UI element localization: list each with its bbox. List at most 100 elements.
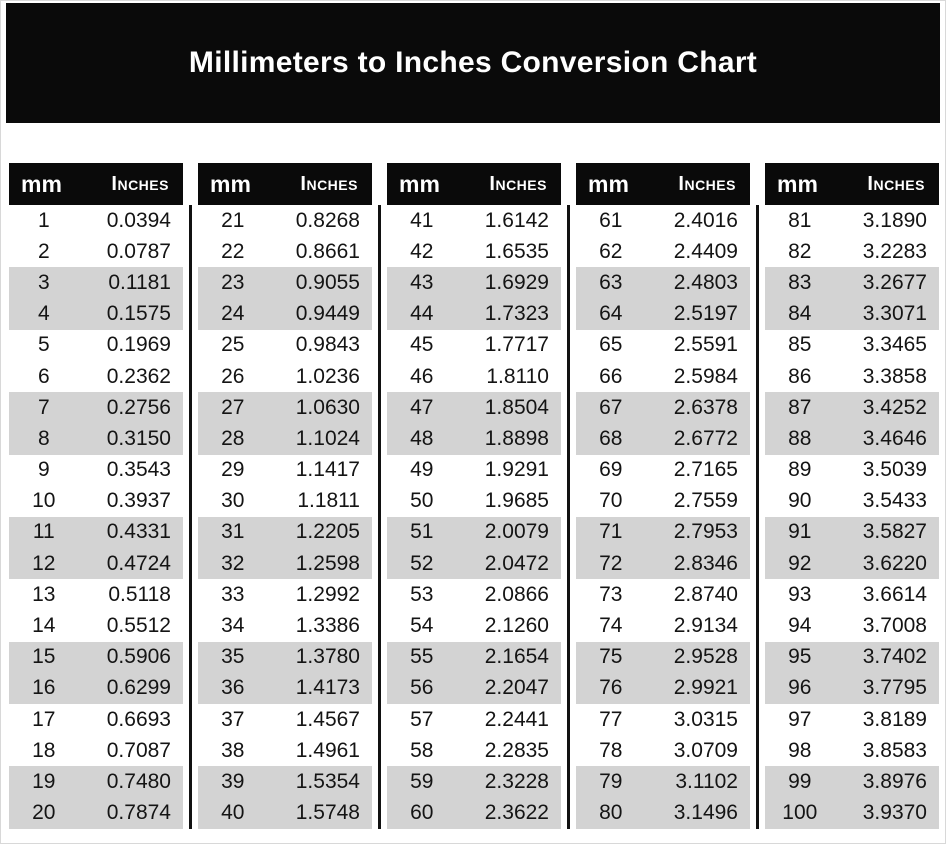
cell-inches: 2.2835	[484, 738, 549, 762]
cell-inches: 1.8110	[486, 364, 549, 388]
cell-mm: 50	[410, 489, 434, 513]
header-inches: Inches	[300, 173, 358, 195]
table-divider	[756, 205, 759, 829]
table-row: 65 2.5591	[576, 330, 750, 361]
cell-mm: 53	[410, 582, 434, 606]
table-row: 19 0.7480	[9, 766, 183, 798]
table-row: 15 0.5906	[9, 641, 183, 673]
table-header: mm Inches	[9, 163, 183, 205]
table-row: 16 0.6299	[9, 672, 183, 704]
cell-mm: 52	[410, 551, 434, 575]
cell-mm: 85	[788, 333, 812, 357]
cell-mm: 14	[32, 614, 56, 638]
cell-mm: 46	[410, 364, 434, 388]
table-row: 25 0.9843	[198, 330, 372, 361]
table-row: 34 1.3386	[198, 610, 372, 641]
cell-inches: 3.8583	[862, 738, 927, 762]
conversion-table-4: mm Inches 61 2.4016 62 2.4409 63 2.4803 …	[576, 163, 750, 829]
cell-mm: 10	[32, 489, 56, 513]
cell-inches: 2.5984	[673, 364, 738, 388]
table-row: 78 3.0709	[576, 735, 750, 766]
cell-inches: 0.1969	[106, 333, 171, 357]
table-row: 70 2.7559	[576, 486, 750, 517]
cell-inches: 0.1181	[108, 270, 171, 294]
table-header: mm Inches	[765, 163, 939, 205]
cell-inches: 1.3780	[295, 645, 360, 669]
cell-mm: 31	[221, 520, 245, 544]
table-row: 97 3.8189	[765, 704, 939, 735]
table-row: 91 3.5827	[765, 516, 939, 549]
cell-inches: 1.1811	[297, 489, 360, 513]
table-row: 79 3.1102	[576, 766, 750, 798]
cell-mm: 92	[788, 551, 812, 575]
cell-inches: 0.9449	[295, 302, 360, 326]
table-row: 71 2.7953	[576, 516, 750, 549]
table-row: 1 0.0394	[9, 205, 183, 236]
cell-mm: 86	[788, 364, 812, 388]
header-mm: mm	[777, 170, 818, 197]
cell-mm: 16	[32, 676, 56, 700]
cell-mm: 93	[788, 582, 812, 606]
table-row: 7 0.2756	[9, 392, 183, 424]
table-row: 39 1.5354	[198, 766, 372, 798]
table-row: 66 2.5984	[576, 361, 750, 392]
cell-mm: 88	[788, 426, 812, 450]
table-row: 8 0.3150	[9, 423, 183, 455]
cell-inches: 1.9291	[484, 458, 549, 482]
cell-inches: 0.5118	[108, 582, 171, 606]
header-inches: Inches	[111, 173, 169, 195]
cell-inches: 1.7323	[484, 302, 549, 326]
cell-mm: 6	[37, 364, 50, 388]
cell-inches: 3.3858	[862, 364, 927, 388]
table-row: 50 1.9685	[387, 486, 561, 517]
table-row: 52 2.0472	[387, 548, 561, 580]
cell-mm: 96	[788, 676, 812, 700]
cell-inches: 1.2205	[295, 520, 360, 544]
cell-inches: 2.5591	[673, 333, 738, 357]
table-row: 76 2.9921	[576, 672, 750, 704]
cell-inches: 3.1496	[673, 801, 738, 825]
cell-inches: 1.6929	[484, 270, 549, 294]
cell-mm: 39	[221, 769, 245, 793]
cell-mm: 4	[37, 302, 50, 326]
cell-inches: 2.0079	[484, 520, 549, 544]
cell-mm: 36	[221, 676, 245, 700]
cell-mm: 34	[221, 614, 245, 638]
table-row: 72 2.8346	[576, 548, 750, 580]
table-row: 87 3.4252	[765, 392, 939, 424]
table-row: 38 1.4961	[198, 735, 372, 766]
cell-mm: 30	[221, 489, 245, 513]
cell-inches: 2.5197	[673, 302, 738, 326]
table-row: 49 1.9291	[387, 455, 561, 486]
cell-inches: 3.6220	[862, 551, 927, 575]
cell-mm: 41	[410, 208, 434, 232]
cell-mm: 54	[410, 614, 434, 638]
cell-mm: 75	[599, 645, 623, 669]
cell-mm: 5	[37, 333, 50, 357]
table-row: 48 1.8898	[387, 423, 561, 455]
table-row: 10 0.3937	[9, 486, 183, 517]
table-row: 40 1.5748	[198, 797, 372, 829]
cell-mm: 60	[410, 801, 434, 825]
cell-inches: 1.4567	[295, 707, 360, 731]
table-row: 100 3.9370	[765, 797, 939, 829]
cell-inches: 2.7165	[673, 458, 738, 482]
cell-mm: 69	[599, 458, 623, 482]
page-title: Millimeters to Inches Conversion Chart	[188, 46, 758, 79]
cell-mm: 63	[599, 270, 623, 294]
cell-mm: 57	[410, 707, 434, 731]
cell-inches: 2.8740	[673, 582, 738, 606]
cell-mm: 19	[32, 769, 56, 793]
cell-inches: 3.7008	[862, 614, 927, 638]
table-row: 5 0.1969	[9, 330, 183, 361]
cell-mm: 84	[788, 302, 812, 326]
cell-inches: 3.1102	[675, 769, 738, 793]
table-row: 90 3.5433	[765, 486, 939, 517]
cell-inches: 0.1575	[106, 302, 171, 326]
table-row: 18 0.7087	[9, 735, 183, 766]
cell-inches: 0.0394	[106, 208, 171, 232]
table-row: 29 1.1417	[198, 455, 372, 486]
table-row: 32 1.2598	[198, 548, 372, 580]
conversion-table-3: mm Inches 41 1.6142 42 1.6535 43 1.6929 …	[387, 163, 561, 829]
